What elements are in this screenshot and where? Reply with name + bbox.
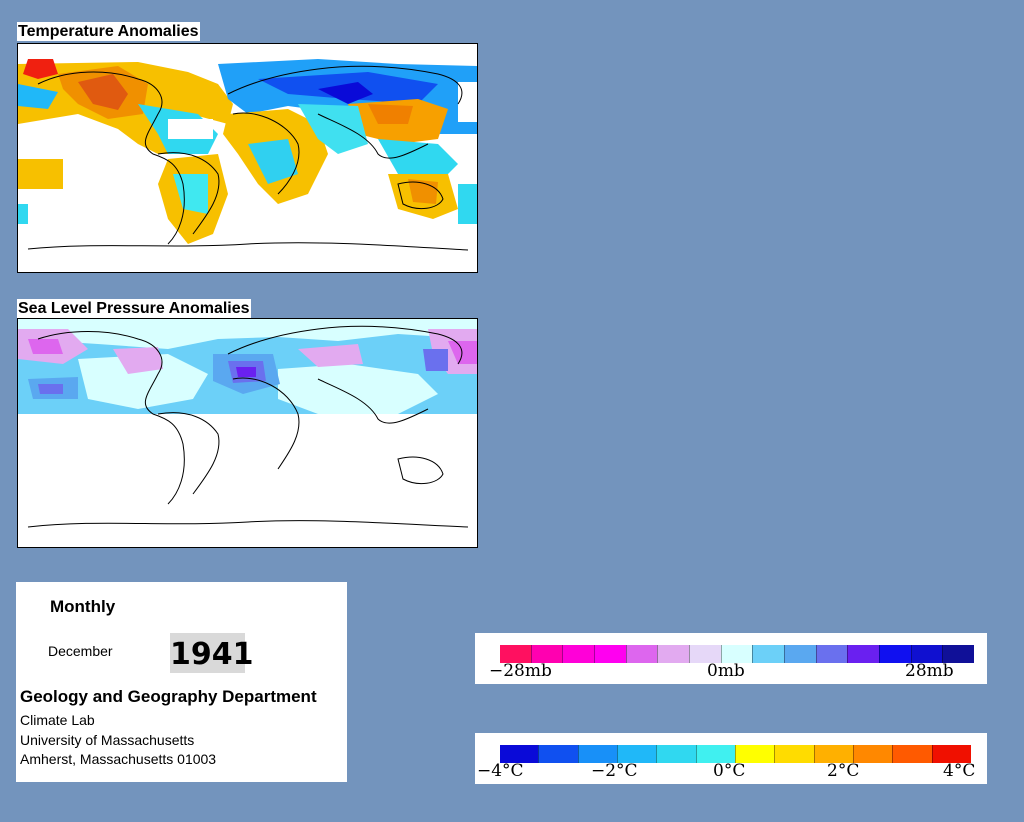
colorbar-swatch — [625, 645, 658, 663]
colorbar-swatch — [656, 745, 696, 763]
month-label: December — [48, 643, 113, 659]
colorbar-swatch — [931, 745, 971, 763]
temperature-colorbar — [500, 745, 971, 763]
colorbar-swatch — [774, 745, 814, 763]
university-name: University of Massachusetts — [20, 732, 195, 748]
pressure-tick-zero: 0mb — [707, 661, 745, 681]
info-panel: Monthly December 1941 Geology and Geogra… — [16, 582, 347, 782]
colorbar-swatch — [783, 645, 816, 663]
colorbar-swatch — [577, 745, 617, 763]
colorbar-swatch — [616, 745, 657, 763]
colorbar-swatch — [720, 645, 753, 663]
colorbar-swatch — [593, 645, 626, 663]
temperature-tick-plus2: 2°C — [827, 761, 860, 781]
coastline — [27, 325, 469, 528]
temperature-tick-zero: 0°C — [713, 761, 746, 781]
colorbar-swatch — [852, 745, 893, 763]
colorbar-swatch — [657, 645, 689, 663]
coastline — [27, 65, 469, 251]
colorbar-swatch — [847, 645, 879, 663]
temperature-anomaly-field — [18, 59, 477, 244]
colorbar-swatch — [688, 645, 721, 663]
period-label: Monthly — [50, 597, 116, 616]
temperature-tick-plus4: 4°C — [943, 761, 976, 781]
colorbar-swatch — [813, 745, 853, 763]
colorbar-swatch — [878, 645, 911, 663]
pressure-tick-min: −28mb — [489, 661, 552, 681]
colorbar-swatch — [892, 745, 932, 763]
year-label: 1941 — [170, 633, 254, 673]
pressure-map-title: Sea Level Pressure Anomalies — [17, 299, 251, 318]
department-name: Geology and Geography Department — [20, 687, 317, 706]
temperature-map-title: Temperature Anomalies — [17, 22, 200, 41]
colorbar-swatch — [815, 645, 848, 663]
pressure-tick-max: 28mb — [905, 661, 954, 681]
colorbar-swatch — [500, 645, 531, 663]
colorbar-swatch — [942, 645, 974, 663]
pressure-anomaly-field — [18, 319, 477, 414]
colorbar-swatch — [734, 745, 775, 763]
pressure-colorbar — [500, 645, 974, 663]
colorbar-swatch — [538, 745, 578, 763]
temperature-legend: −4°C −2°C 0°C 2°C 4°C — [475, 733, 987, 784]
colorbar-swatch — [562, 645, 594, 663]
pressure-anomaly-map — [17, 318, 478, 548]
temperature-tick-minus4: −4°C — [477, 761, 524, 781]
colorbar-swatch — [910, 645, 943, 663]
lab-name: Climate Lab — [20, 712, 95, 728]
city-address: Amherst, Massachusetts 01003 — [20, 751, 217, 767]
pressure-map-canvas — [18, 319, 477, 547]
colorbar-swatch — [695, 745, 735, 763]
temperature-anomaly-map — [17, 43, 478, 273]
temperature-tick-minus2: −2°C — [591, 761, 638, 781]
colorbar-swatch — [530, 645, 563, 663]
temperature-map-canvas — [18, 44, 477, 272]
colorbar-swatch — [752, 645, 784, 663]
pressure-legend: −28mb 0mb 28mb — [475, 633, 987, 684]
colorbar-swatch — [500, 745, 539, 763]
